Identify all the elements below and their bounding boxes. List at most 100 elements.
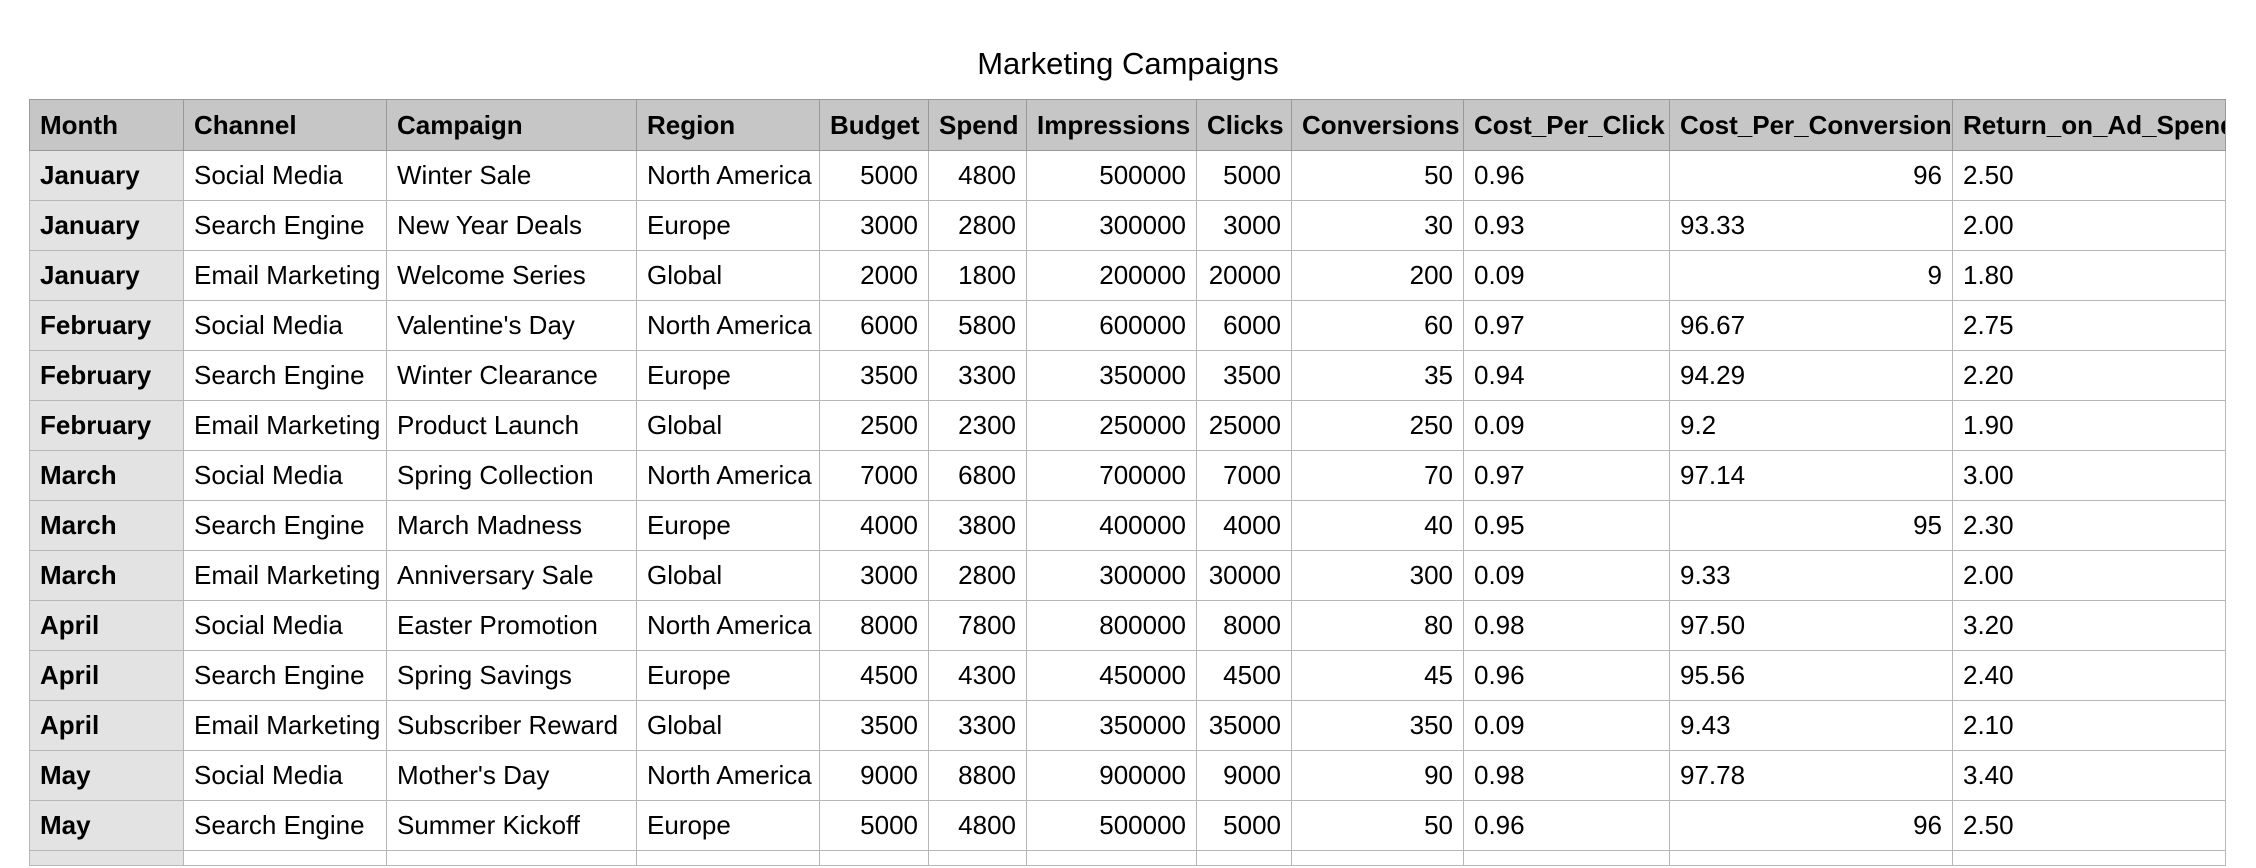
cell-cost-per-conversion[interactable]: 96 [1669, 800, 1953, 851]
cell-conversions[interactable]: 300 [1291, 550, 1464, 601]
cell-campaign[interactable]: Winter Sale [386, 150, 637, 201]
cell-campaign[interactable]: March Madness [386, 500, 637, 551]
cell-cost-per-click[interactable]: 0.98 [1463, 750, 1670, 801]
cell-cost-per-click[interactable]: 0.95 [1463, 500, 1670, 551]
cell-month[interactable]: February [29, 350, 184, 401]
cell-spend[interactable]: 2800 [928, 200, 1027, 251]
cell-impressions[interactable]: 200000 [1026, 250, 1197, 301]
cell-conversions[interactable]: 40 [1291, 500, 1464, 551]
cell-conversions[interactable]: 60 [1291, 300, 1464, 351]
cell-region[interactable]: Europe [636, 200, 820, 251]
cell-spend[interactable]: 4300 [928, 650, 1027, 701]
cell-return-on-ad-spend[interactable]: 2.50 [1952, 150, 2226, 201]
cell-spend[interactable]: 5800 [928, 300, 1027, 351]
cell-cost-per-click[interactable]: 0.97 [1463, 450, 1670, 501]
cell-cost-per-conversion[interactable]: 94.29 [1669, 350, 1953, 401]
cell-impressions[interactable]: 600000 [1026, 300, 1197, 351]
cell-spend[interactable]: 2300 [928, 400, 1027, 451]
cell-clicks[interactable]: 5000 [1196, 800, 1292, 851]
cell-region[interactable]: North America [636, 150, 820, 201]
cell-impressions[interactable]: 500000 [1026, 800, 1197, 851]
cell-channel[interactable]: Email Marketing [183, 700, 387, 751]
cell-channel[interactable]: Social Media [183, 450, 387, 501]
column-header-cost-per-conversion[interactable]: Cost_Per_Conversion [1669, 99, 1953, 151]
column-header-month[interactable]: Month [29, 99, 184, 151]
cell-channel[interactable]: Search Engine [183, 650, 387, 701]
cell-channel[interactable]: Email Marketing [183, 550, 387, 601]
cell-impressions[interactable]: 900000 [1026, 750, 1197, 801]
cell-spend[interactable]: 1800 [928, 250, 1027, 301]
cell-conversions[interactable]: 35 [1291, 350, 1464, 401]
cell-cost-per-click[interactable]: 0.94 [1463, 350, 1670, 401]
cell-campaign[interactable]: Subscriber Reward [386, 700, 637, 751]
cell-clicks[interactable]: 4500 [1196, 650, 1292, 701]
cell-budget[interactable]: 2000 [819, 250, 929, 301]
cell-cost-per-conversion[interactable]: 95 [1669, 500, 1953, 551]
cell-month[interactable]: January [29, 200, 184, 251]
cell-region[interactable]: North America [636, 600, 820, 651]
cell-cost-per-conversion[interactable]: 97.78 [1669, 750, 1953, 801]
cell-budget[interactable]: 9000 [819, 750, 929, 801]
cell-channel[interactable]: Email Marketing [183, 400, 387, 451]
cell-campaign[interactable]: Mother's Day [386, 750, 637, 801]
cell-campaign[interactable]: Summer Kickoff [386, 800, 637, 851]
cell-impressions[interactable]: 300000 [1026, 550, 1197, 601]
cell-conversions[interactable]: 50 [1291, 150, 1464, 201]
cell-clicks[interactable]: 25000 [1196, 400, 1292, 451]
cell-campaign[interactable]: Product Launch [386, 400, 637, 451]
column-header-spend[interactable]: Spend [928, 99, 1027, 151]
cell-return-on-ad-spend[interactable]: 1.90 [1952, 400, 2226, 451]
cell-conversions[interactable]: 350 [1291, 700, 1464, 751]
cell-budget[interactable]: 3000 [819, 550, 929, 601]
cell-month[interactable]: April [29, 600, 184, 651]
cell-spend[interactable]: 7800 [928, 600, 1027, 651]
cell-spend[interactable]: 8800 [928, 750, 1027, 801]
cell-month[interactable]: April [29, 700, 184, 751]
cell-channel[interactable]: Search Engine [183, 350, 387, 401]
cell-return-on-ad-spend[interactable]: 2.10 [1952, 700, 2226, 751]
cell-cost-per-conversion[interactable]: 97.14 [1669, 450, 1953, 501]
cell-channel[interactable]: Search Engine [183, 500, 387, 551]
cell-cost-per-conversion[interactable]: 97.50 [1669, 600, 1953, 651]
cell-campaign[interactable]: Anniversary Sale [386, 550, 637, 601]
cell-cost-per-conversion[interactable]: 9.33 [1669, 550, 1953, 601]
cell-region[interactable]: Global [636, 400, 820, 451]
cell-return-on-ad-spend[interactable]: 2.75 [1952, 300, 2226, 351]
cell-cost-per-conversion[interactable]: 9.2 [1669, 400, 1953, 451]
cell-spend[interactable]: 6800 [928, 450, 1027, 501]
column-header-campaign[interactable]: Campaign [386, 99, 637, 151]
cell-budget[interactable]: 6000 [819, 300, 929, 351]
cell-campaign[interactable]: Spring Collection [386, 450, 637, 501]
cell-region[interactable]: North America [636, 450, 820, 501]
cell-budget[interactable]: 3500 [819, 350, 929, 401]
cell-return-on-ad-spend[interactable]: 3.00 [1952, 450, 2226, 501]
cell-month[interactable]: February [29, 300, 184, 351]
cell-channel[interactable]: Search Engine [183, 200, 387, 251]
cell-return-on-ad-spend[interactable]: 2.20 [1952, 350, 2226, 401]
cell-spend[interactable]: 2800 [928, 550, 1027, 601]
cell-impressions[interactable]: 700000 [1026, 450, 1197, 501]
cell-conversions[interactable]: 80 [1291, 600, 1464, 651]
cell-budget[interactable]: 5000 [819, 150, 929, 201]
column-header-return-on-ad-spend[interactable]: Return_on_Ad_Spend [1952, 99, 2226, 151]
cell-budget[interactable]: 4500 [819, 650, 929, 701]
cell-clicks[interactable]: 6000 [1196, 300, 1292, 351]
cell-conversions[interactable]: 70 [1291, 450, 1464, 501]
cell-region[interactable]: North America [636, 750, 820, 801]
cell-campaign[interactable]: Valentine's Day [386, 300, 637, 351]
cell-clicks[interactable]: 4000 [1196, 500, 1292, 551]
cell-return-on-ad-spend[interactable]: 1.80 [1952, 250, 2226, 301]
cell-clicks[interactable]: 9000 [1196, 750, 1292, 801]
cell-region[interactable]: Global [636, 550, 820, 601]
cell-return-on-ad-spend[interactable]: 3.20 [1952, 600, 2226, 651]
cell-channel[interactable]: Email Marketing [183, 250, 387, 301]
cell-budget[interactable]: 8000 [819, 600, 929, 651]
cell-conversions[interactable]: 250 [1291, 400, 1464, 451]
cell-budget[interactable]: 3000 [819, 200, 929, 251]
cell-cost-per-conversion[interactable]: 96 [1669, 150, 1953, 201]
cell-spend[interactable]: 3300 [928, 350, 1027, 401]
cell-impressions[interactable]: 350000 [1026, 350, 1197, 401]
column-header-cost-per-click[interactable]: Cost_Per_Click [1463, 99, 1670, 151]
cell-cost-per-conversion[interactable]: 93.33 [1669, 200, 1953, 251]
cell-month[interactable]: March [29, 450, 184, 501]
